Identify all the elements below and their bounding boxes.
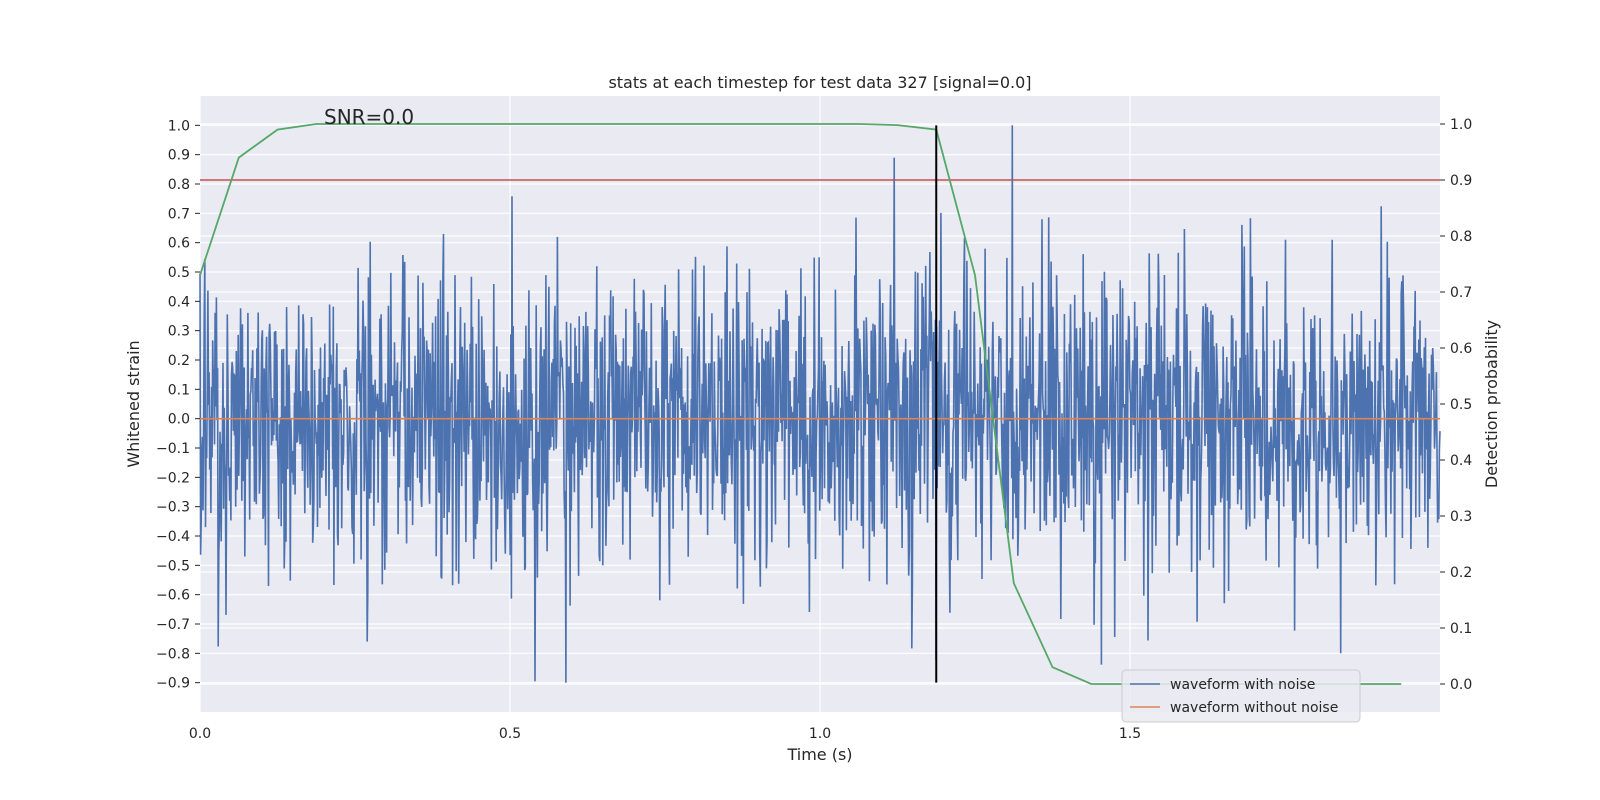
y-left-tick-label: 1.0: [168, 118, 190, 134]
y-left-tick-label: 0.4: [168, 294, 190, 310]
x-tick-label: 1.0: [809, 726, 831, 742]
legend: waveform with noise waveform without noi…: [1121, 669, 1361, 723]
y-right-tick-label: 0.2: [1450, 565, 1472, 581]
y-right-tick-label: 0.4: [1450, 453, 1472, 469]
y-left-tick-label: −0.7: [156, 617, 190, 633]
y-left-tick-label: 0.3: [168, 324, 190, 340]
y-left-tick-label: −0.8: [156, 646, 190, 662]
y-left-tick-label: −0.5: [156, 558, 190, 574]
y-left-tick-label: 0.7: [168, 206, 190, 222]
x-tick-label: 0.0: [189, 726, 211, 742]
y-right-tick-label: 0.9: [1450, 173, 1472, 189]
ticks: 0.0 0.5 1.0 1.5 1.0 0.9 0.8 0.7 0.6 0.5 0.4 0.3 0.2 0…: [156, 117, 1472, 742]
y-left-tick-label: 0.8: [168, 177, 190, 193]
legend-box: [1121, 669, 1361, 723]
y-left-tick-label: 0.1: [168, 382, 190, 398]
y-right-tick-label: 0.7: [1450, 285, 1472, 301]
y-left-tick-label: 0.2: [168, 353, 190, 369]
y-left-tick-label: 0.0: [168, 412, 190, 428]
y-left-tick-label: −0.4: [156, 529, 190, 545]
x-tick-label: 1.5: [1119, 726, 1141, 742]
y-right-tick-label: 0.5: [1450, 397, 1472, 413]
y-left-tick-label: 0.5: [168, 265, 190, 281]
legend-label-noise: waveform with noise: [1170, 677, 1315, 693]
y-axis-label-right: Detection probability: [1482, 320, 1501, 488]
y-right-tick-label: 1.0: [1450, 117, 1472, 133]
y-left-tick-label: −0.2: [156, 470, 190, 486]
y-right-tick-label: 0.0: [1450, 677, 1472, 693]
y-left-tick-label: −0.3: [156, 500, 190, 516]
y-right-tick-label: 0.3: [1450, 509, 1472, 525]
y-left-tick-label: 0.6: [168, 236, 190, 252]
x-tick-label: 0.5: [499, 726, 521, 742]
y-axis-label-left: Whitened strain: [124, 340, 143, 467]
y-left-tick-label: 0.9: [168, 148, 190, 164]
y-left-tick-label: −0.1: [156, 441, 190, 457]
y-left-tick-label: −0.6: [156, 588, 190, 604]
y-right-tick-label: 0.8: [1450, 229, 1472, 245]
chart-title: stats at each timestep for test data 327…: [608, 73, 1031, 92]
x-axis-label: Time (s): [786, 745, 852, 764]
snr-annotation: SNR=0.0: [324, 105, 414, 129]
waveform-with-noise-line: [199, 125, 1441, 683]
y-left-tick-label: −0.9: [156, 676, 190, 692]
noise-series: [199, 125, 1441, 683]
y-right-tick-label: 0.6: [1450, 341, 1472, 357]
y-right-tick-label: 0.1: [1450, 621, 1472, 637]
legend-label-clean: waveform without noise: [1170, 700, 1338, 716]
